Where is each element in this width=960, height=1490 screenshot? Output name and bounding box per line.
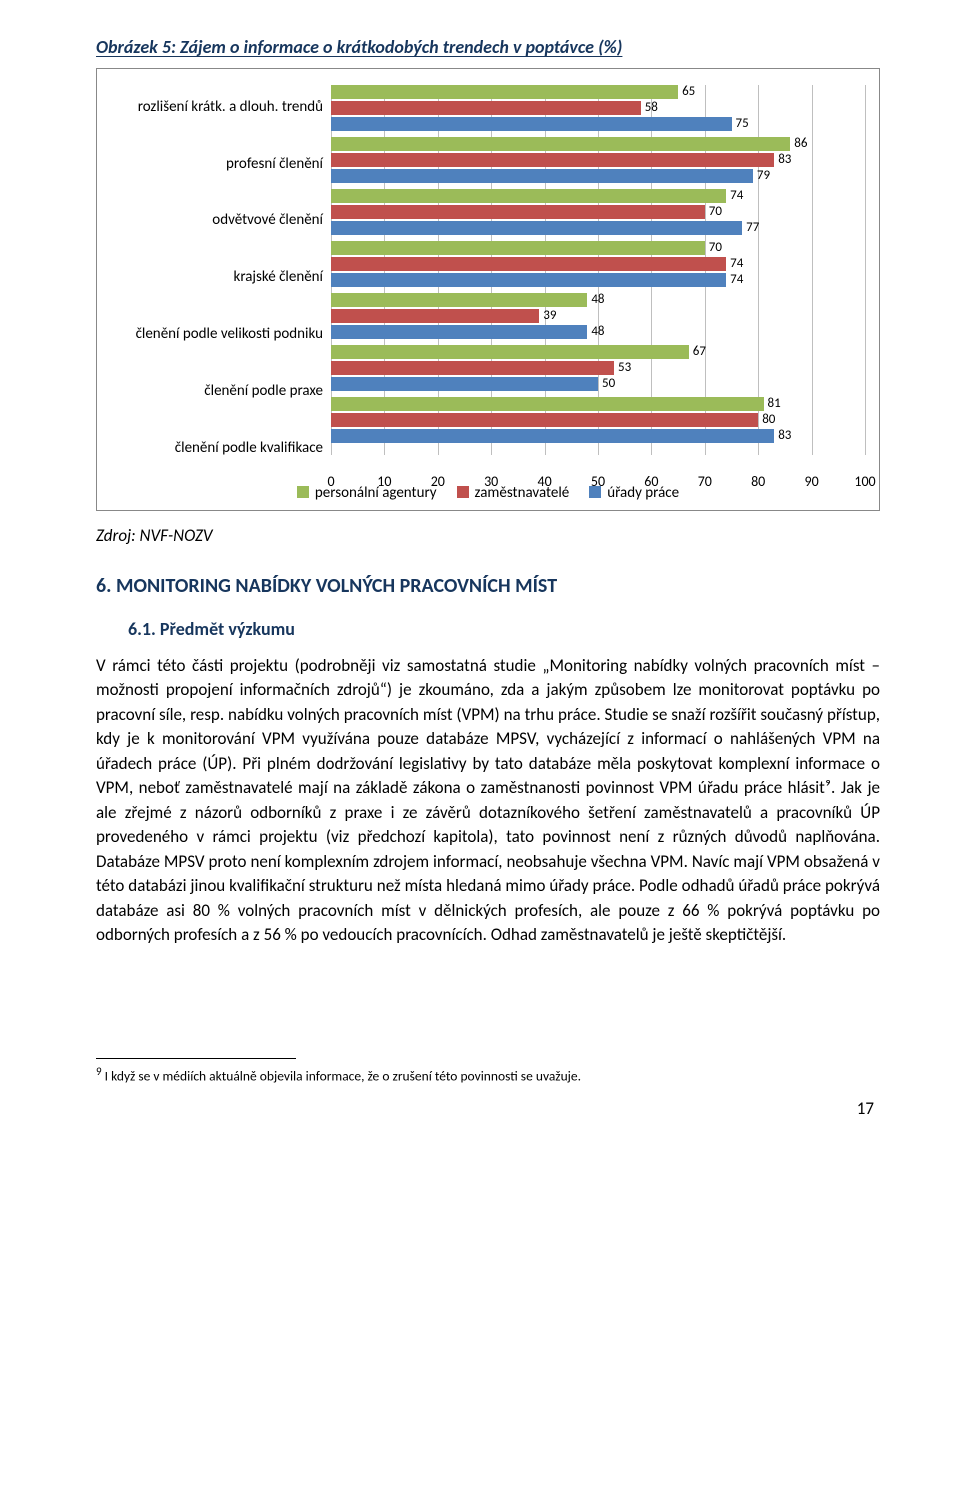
x-tick: 90: [804, 473, 818, 490]
legend-label: úřady práce: [607, 484, 679, 502]
bar: [331, 413, 758, 427]
bar: [331, 117, 732, 131]
footnote: 9 I když se v médiích aktuálně objevila …: [96, 1065, 880, 1085]
heading-sub: 6.1. Předmět výzkumu: [96, 618, 880, 640]
footnote-rule: [96, 1058, 296, 1059]
x-tick: 60: [644, 473, 658, 490]
bar: [331, 189, 726, 203]
x-tick: 50: [591, 473, 605, 490]
x-tick: 0: [327, 473, 334, 490]
bar: [331, 397, 764, 411]
bar-value-label: 74: [730, 257, 743, 271]
bar: [331, 345, 689, 359]
chart-category-labels: rozlišení krátk. a dlouh. trendů profesní…: [111, 79, 331, 477]
legend-swatch: [297, 486, 309, 498]
bar-value-label: 79: [757, 169, 770, 183]
bar: [331, 257, 726, 271]
bar: [331, 221, 742, 235]
page-number: 17: [857, 1098, 874, 1119]
bar-value-label: 48: [591, 325, 604, 339]
bar-value-label: 67: [693, 345, 706, 359]
bar-group: 74 70 77: [331, 189, 865, 235]
body-paragraph: V rámci této části projektu (podrobněji …: [96, 654, 880, 948]
chart-bars: 6558758683797470777074744839486753508180…: [331, 85, 865, 443]
bar-value-label: 65: [682, 85, 695, 99]
bar: [331, 361, 614, 375]
source-line: Zdroj: NVF-NOZV: [96, 525, 880, 546]
x-tick: 30: [484, 473, 498, 490]
bar-value-label: 74: [730, 273, 743, 287]
bar-value-label: 75: [736, 117, 749, 131]
category-label: rozlišení krátk. a dlouh. trendů: [111, 99, 323, 116]
bar: [331, 169, 753, 183]
bar-group: 8683 79: [331, 137, 865, 183]
category-label: odvětvové členění: [111, 212, 323, 229]
bar-value-label: 48: [591, 293, 604, 307]
bar: [331, 273, 726, 287]
bar-value-label: 83: [778, 429, 791, 443]
legend-item: zaměstnavatelé: [457, 484, 570, 502]
bar-value-label: 80: [762, 413, 775, 427]
bar: [331, 377, 598, 391]
bar-value-label: 58: [645, 101, 658, 115]
bar-group: 70 74 74: [331, 241, 865, 287]
bar: [331, 241, 705, 255]
bar: [331, 101, 641, 115]
bar-value-label: 74: [730, 189, 743, 203]
legend-swatch: [457, 486, 469, 498]
bar-value-label: 70: [709, 241, 722, 255]
chart-frame: rozlišení krátk. a dlouh. trendů profesní…: [96, 68, 880, 511]
bar-group: 67 5350: [331, 345, 865, 391]
x-tick: 100: [854, 473, 875, 490]
bar: [331, 325, 587, 339]
category-label: krajské členění: [111, 269, 323, 286]
category-label: členění podle praxe: [111, 383, 323, 400]
category-label: členění podle kvalifikace: [111, 440, 323, 457]
x-tick: 70: [698, 473, 712, 490]
bar-group: 48 39 48: [331, 293, 865, 339]
bar-value-label: 86: [794, 137, 807, 151]
bar-value-label: 81: [768, 397, 781, 411]
bar-group: 65 58 75: [331, 85, 865, 131]
footnote-text: I když se v médiích aktuálně objevila in…: [102, 1067, 581, 1084]
bar: [331, 293, 587, 307]
x-tick: 80: [751, 473, 765, 490]
bar-value-label: 53: [618, 361, 631, 375]
bar-value-label: 39: [543, 309, 556, 323]
x-tick: 40: [537, 473, 551, 490]
bar-value-label: 70: [709, 205, 722, 219]
bar: [331, 85, 678, 99]
bar: [331, 205, 705, 219]
bar-value-label: 83: [778, 153, 791, 167]
legend-item: personální agentury: [297, 484, 437, 502]
bar: [331, 429, 774, 443]
x-tick: 10: [377, 473, 391, 490]
bar-value-label: 77: [746, 221, 759, 235]
bar: [331, 309, 539, 323]
heading-main: 6. MONITORING NABÍDKY VOLNÝCH PRACOVNÍCH…: [96, 574, 880, 598]
bar-group: 81 8083: [331, 397, 865, 443]
category-label: profesní členění: [111, 156, 323, 173]
figure-title: Obrázek 5: Zájem o informace o krátkodob…: [96, 36, 880, 58]
category-label: členění podle velikosti podniku: [111, 326, 323, 343]
x-tick: 20: [431, 473, 445, 490]
bar-value-label: 50: [602, 377, 615, 391]
bar: [331, 137, 790, 151]
bar: [331, 153, 774, 167]
